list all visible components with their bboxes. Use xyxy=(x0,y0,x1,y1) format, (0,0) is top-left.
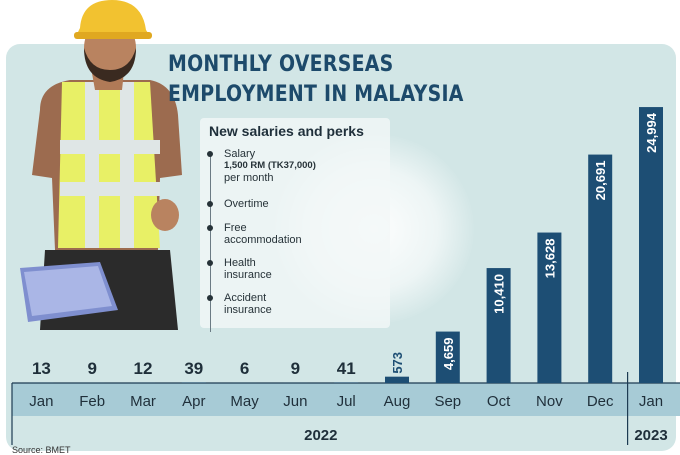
tick-label-5: Jun xyxy=(283,393,307,410)
value-label-2: 12 xyxy=(134,359,153,378)
chart-title-line-1: MONTHLY OVERSEAS xyxy=(168,52,394,77)
year-label-0: 2022 xyxy=(304,427,337,444)
perks-timeline xyxy=(210,152,211,332)
perk-salary: Salary 1,500 RM (TK37,000) per month xyxy=(224,148,316,184)
value-label-4: 6 xyxy=(240,359,249,378)
tick-label-9: Oct xyxy=(487,393,511,410)
perk-accommodation: Free accommodation xyxy=(224,222,302,246)
tick-label-2: Mar xyxy=(130,393,156,410)
tick-label-12: Jan xyxy=(639,393,663,410)
value-label-9: 10,410 xyxy=(492,274,507,314)
perk-accident-insurance: Accident insurance xyxy=(224,292,272,316)
value-label-7: 573 xyxy=(390,352,405,374)
bullet-icon xyxy=(207,225,213,231)
value-label-5: 9 xyxy=(291,359,300,378)
perk-health-insurance: Health insurance xyxy=(224,257,272,281)
bullet-icon xyxy=(207,151,213,157)
value-label-1: 9 xyxy=(87,359,96,378)
tick-label-11: Dec xyxy=(587,393,614,410)
perks-heading: New salaries and perks xyxy=(209,123,364,139)
bullet-icon xyxy=(207,295,213,301)
chart-title-line-2: EMPLOYMENT IN MALAYSIA xyxy=(168,82,464,107)
perk-overtime: Overtime xyxy=(224,198,269,210)
bullet-icon xyxy=(207,260,213,266)
tick-label-0: Jan xyxy=(29,393,53,410)
tick-label-8: Sep xyxy=(434,393,461,410)
tick-label-7: Aug xyxy=(384,393,411,410)
value-label-3: 39 xyxy=(184,359,203,378)
value-label-8: 4,659 xyxy=(441,338,456,371)
value-label-6: 41 xyxy=(337,359,356,378)
tick-label-4: May xyxy=(230,393,259,410)
bar-7 xyxy=(385,377,409,383)
bullet-icon xyxy=(207,201,213,207)
tick-label-1: Feb xyxy=(79,393,105,410)
year-label-1: 2023 xyxy=(634,427,667,444)
source-note: Source: BMET xyxy=(12,445,71,455)
tick-label-3: Apr xyxy=(182,393,205,410)
value-label-10: 13,628 xyxy=(542,239,557,279)
value-label-0: 13 xyxy=(32,359,51,378)
value-label-11: 20,691 xyxy=(593,161,608,201)
tick-label-10: Nov xyxy=(536,393,563,410)
tick-label-6: Jul xyxy=(337,393,356,410)
worker-illustration xyxy=(20,0,182,330)
value-label-12: 24,994 xyxy=(644,112,659,153)
perks-box: New salaries and perks Salary 1,500 RM (… xyxy=(200,118,390,328)
